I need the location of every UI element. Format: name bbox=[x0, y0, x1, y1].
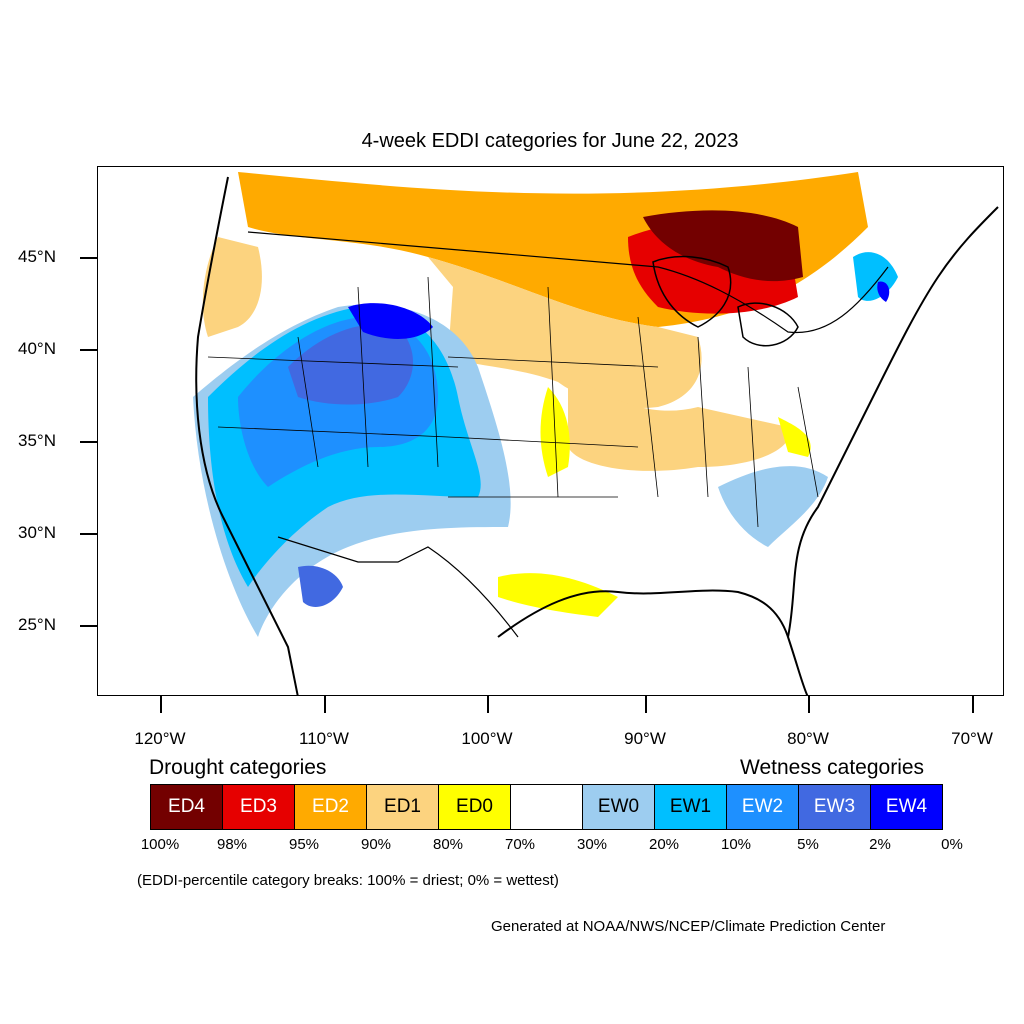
legend-break-label: 2% bbox=[869, 836, 891, 853]
legend-break-label: 70% bbox=[504, 836, 536, 853]
eddi-map bbox=[97, 166, 1004, 696]
map-canvas bbox=[193, 172, 999, 695]
lat-label-35n: 35°N bbox=[18, 431, 56, 450]
legend-box-ed3: ED3 bbox=[222, 784, 295, 830]
legend-box-ew2: EW2 bbox=[726, 784, 799, 830]
ed0-region-gulf bbox=[498, 573, 618, 617]
ew3-region-mexico bbox=[298, 565, 343, 607]
coastline-gulf bbox=[497, 589, 809, 695]
legend-box-ed1: ED1 bbox=[366, 784, 439, 830]
ed1-region-north-central bbox=[428, 257, 702, 408]
lat-tick bbox=[80, 257, 97, 259]
lat-tick bbox=[80, 533, 97, 535]
lat-label-40n: 40°N bbox=[18, 339, 56, 358]
ed1-region-pacific-nw bbox=[202, 237, 262, 337]
legend-box-ew0: EW0 bbox=[582, 784, 655, 830]
lon-label-80w: 80°W bbox=[787, 729, 829, 748]
legend-break-label: 0% bbox=[941, 836, 963, 853]
lon-tick bbox=[808, 696, 810, 713]
legend-color-bar: ED4 ED3 ED2 ED1 ED0 EW0 EW1 EW2 EW3 EW4 bbox=[150, 784, 943, 830]
ew1-region-northeast bbox=[853, 252, 898, 301]
legend-box-normal bbox=[510, 784, 583, 830]
ed0-region-midatlantic bbox=[778, 417, 811, 457]
lon-tick bbox=[972, 696, 974, 713]
legend-box-ed4: ED4 bbox=[150, 784, 223, 830]
lon-label-70w: 70°W bbox=[951, 729, 993, 748]
legend-box-ew4: EW4 bbox=[870, 784, 943, 830]
ew3-region-west bbox=[288, 324, 413, 405]
legend-box-ew1: EW1 bbox=[654, 784, 727, 830]
lon-label-110w: 110°W bbox=[299, 729, 349, 748]
legend-box-ed0: ED0 bbox=[438, 784, 511, 830]
category-breaks-note: (EDDI-percentile category breaks: 100% =… bbox=[137, 872, 559, 889]
great-lakes-outline bbox=[652, 255, 799, 347]
lon-label-120w: 120°W bbox=[134, 729, 186, 748]
lat-tick bbox=[80, 349, 97, 351]
legend-break-label: 80% bbox=[432, 836, 464, 853]
lat-tick bbox=[80, 441, 97, 443]
legend-break-label: 20% bbox=[648, 836, 680, 853]
ed4-region-lakes bbox=[643, 210, 803, 282]
legend-box-ed2: ED2 bbox=[294, 784, 367, 830]
map-title: 4-week EDDI categories for June 22, 2023 bbox=[361, 130, 739, 152]
lat-label-45n: 45°N bbox=[18, 247, 56, 266]
mexico-us-border bbox=[277, 536, 519, 638]
lon-tick bbox=[487, 696, 489, 713]
lon-tick bbox=[645, 696, 647, 713]
lat-label-25n: 25°N bbox=[18, 615, 56, 634]
lat-tick bbox=[80, 625, 97, 627]
lon-label-100w: 100°W bbox=[461, 729, 513, 748]
legend-break-label: 30% bbox=[576, 836, 608, 853]
legend-break-label: 5% bbox=[797, 836, 819, 853]
lon-label-90w: 90°W bbox=[624, 729, 666, 748]
credit-line: Generated at NOAA/NWS/NCEP/Climate Predi… bbox=[491, 918, 886, 935]
legend-break-label: 10% bbox=[720, 836, 752, 853]
wetness-categories-heading: Wetness categories bbox=[740, 756, 925, 779]
state-lines bbox=[207, 276, 819, 528]
legend-break-label: 95% bbox=[288, 836, 320, 853]
ew4-region-west bbox=[348, 303, 433, 339]
legend-break-label: 98% bbox=[216, 836, 248, 853]
legend-break-label: 90% bbox=[360, 836, 392, 853]
coastline-west bbox=[195, 176, 299, 695]
canada-us-border bbox=[247, 231, 889, 334]
ew0-region-southeast bbox=[718, 466, 828, 547]
lon-tick bbox=[324, 696, 326, 713]
coastline-atlantic bbox=[787, 206, 999, 638]
legend-box-ew3: EW3 bbox=[798, 784, 871, 830]
ew4-region-northeast bbox=[877, 281, 890, 302]
legend-break-label: 100% bbox=[140, 836, 180, 853]
lon-tick bbox=[160, 696, 162, 713]
lat-label-30n: 30°N bbox=[18, 523, 56, 542]
drought-categories-heading: Drought categories bbox=[149, 756, 327, 779]
